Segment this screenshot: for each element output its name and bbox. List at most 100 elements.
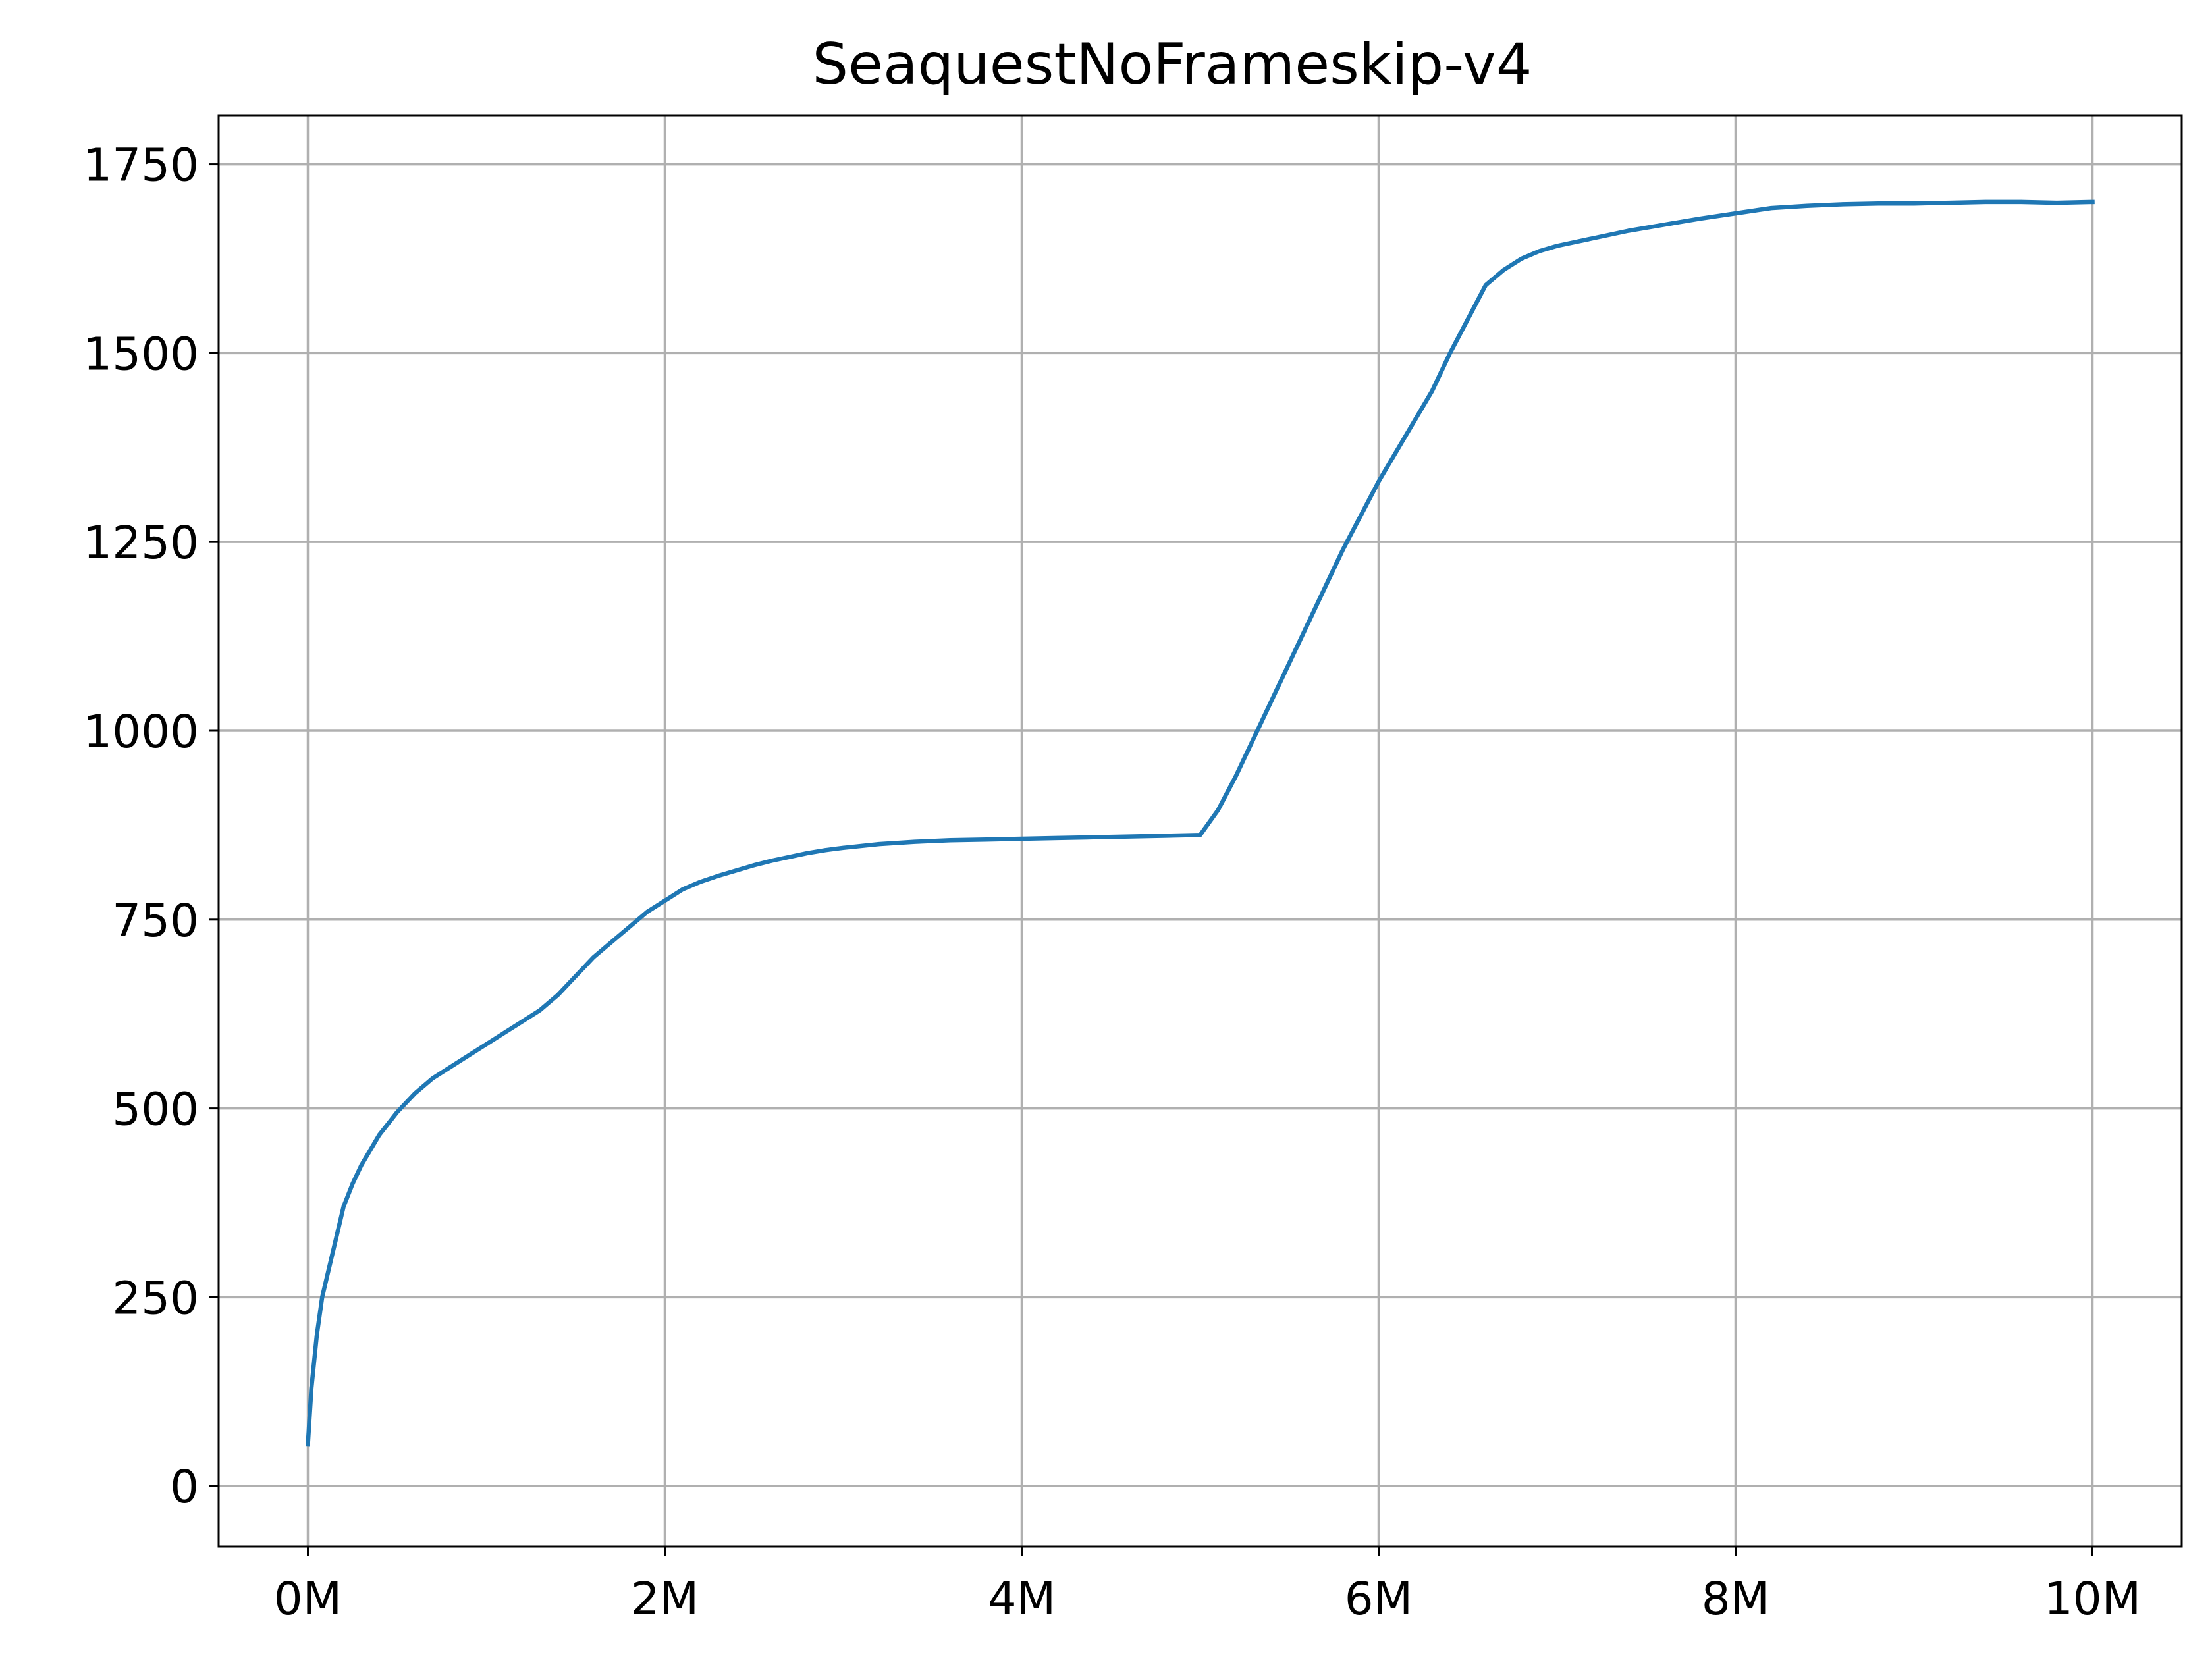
y-tick-label: 250 xyxy=(112,1272,199,1325)
data-point xyxy=(1804,203,1809,208)
data-point xyxy=(912,839,917,844)
data-point xyxy=(1198,833,1202,837)
x-axis-ticks: 0M 2M 4M 6M 8M 10M xyxy=(274,1547,2141,1626)
data-point xyxy=(734,868,738,873)
y-tick-label: 750 xyxy=(112,895,199,947)
data-point xyxy=(645,910,649,914)
data-point xyxy=(448,1065,453,1069)
y-tick-label: 1250 xyxy=(83,517,199,569)
data-point xyxy=(1876,201,1881,206)
data-point xyxy=(609,940,614,945)
data-point xyxy=(1733,211,1738,216)
data-point xyxy=(386,1121,391,1126)
data-point xyxy=(841,845,846,850)
data-point xyxy=(320,1295,325,1300)
x-tick-label: 6M xyxy=(1345,1573,1413,1626)
data-point xyxy=(1983,199,1987,204)
x-tick-label: 0M xyxy=(274,1573,342,1626)
data-point xyxy=(315,1333,319,1337)
data-point xyxy=(1341,547,1345,552)
data-point xyxy=(752,863,756,868)
data-point xyxy=(341,1204,346,1209)
series-layer xyxy=(306,199,2095,1447)
data-point xyxy=(1698,217,1702,221)
data-point xyxy=(2055,201,2059,205)
data-point xyxy=(350,1182,355,1186)
data-point xyxy=(698,880,703,884)
data-point xyxy=(368,1148,373,1152)
data-point xyxy=(805,851,810,855)
data-point xyxy=(1519,257,1524,261)
data-point xyxy=(1394,449,1399,454)
chart-title: SeaquestNoFrameskip-v4 xyxy=(812,32,1532,97)
data-point xyxy=(1162,834,1167,838)
data-point xyxy=(662,899,667,903)
data-point xyxy=(591,955,596,960)
data-point xyxy=(377,1132,381,1137)
data-point xyxy=(1537,249,1542,253)
data-point xyxy=(716,874,720,878)
data-point xyxy=(984,837,988,842)
data-point xyxy=(1269,699,1274,703)
data-point xyxy=(1769,206,1773,211)
data-point xyxy=(555,993,560,997)
data-point xyxy=(1947,201,1952,205)
y-tick-label: 1500 xyxy=(83,328,199,381)
data-point xyxy=(466,1053,471,1058)
data-point xyxy=(1912,201,1916,206)
data-point xyxy=(1590,236,1595,240)
y-tick-label: 0 xyxy=(170,1461,199,1514)
y-tick-label: 500 xyxy=(112,1084,199,1136)
data-point xyxy=(520,1019,524,1024)
data-point xyxy=(537,1008,542,1013)
data-point xyxy=(770,859,774,863)
data-point xyxy=(1127,834,1131,839)
data-point xyxy=(2090,199,2095,204)
data-point xyxy=(680,887,685,891)
data-point xyxy=(1055,835,1060,840)
data-point xyxy=(395,1110,399,1115)
data-point xyxy=(948,838,953,843)
data-point xyxy=(1216,808,1220,812)
data-point xyxy=(1323,585,1328,589)
data-point xyxy=(1019,837,1024,841)
data-point xyxy=(1412,419,1416,423)
data-point xyxy=(1662,223,1667,227)
data-point xyxy=(484,1042,489,1047)
data-point xyxy=(2019,199,2024,204)
data-point xyxy=(1376,479,1381,484)
x-tick-label: 8M xyxy=(1702,1573,1769,1626)
plot-frame xyxy=(217,114,2183,1548)
x-tick-label: 10M xyxy=(2044,1573,2141,1626)
y-tick-label: 1000 xyxy=(83,706,199,758)
data-point xyxy=(823,848,828,853)
data-point xyxy=(627,925,632,930)
data-point xyxy=(327,1265,331,1269)
data-point xyxy=(413,1091,418,1096)
data-point xyxy=(574,974,578,978)
x-tick-label: 4M xyxy=(988,1573,1056,1626)
data-point xyxy=(1501,268,1506,273)
data-point xyxy=(306,1442,310,1447)
grid-lines xyxy=(219,115,2182,1547)
data-point xyxy=(334,1234,338,1239)
data-point xyxy=(359,1163,364,1167)
data-point xyxy=(1841,202,1845,207)
x-tick-label: 2M xyxy=(631,1573,699,1626)
data-point xyxy=(788,855,792,859)
y-tick-label: 1750 xyxy=(83,140,199,192)
data-point xyxy=(1359,514,1363,517)
y-axis-ticks: 0 250 500 750 1000 1250 1500 1750 xyxy=(83,140,219,1514)
data-point xyxy=(1447,351,1452,356)
data-point xyxy=(877,842,881,847)
data-point xyxy=(1430,388,1434,393)
data-point xyxy=(1555,244,1559,248)
data-point xyxy=(431,1076,435,1080)
data-point xyxy=(1484,283,1488,288)
data-point xyxy=(309,1386,313,1390)
data-point xyxy=(1305,623,1310,627)
data-point xyxy=(1287,660,1291,665)
data-point xyxy=(1251,736,1256,741)
